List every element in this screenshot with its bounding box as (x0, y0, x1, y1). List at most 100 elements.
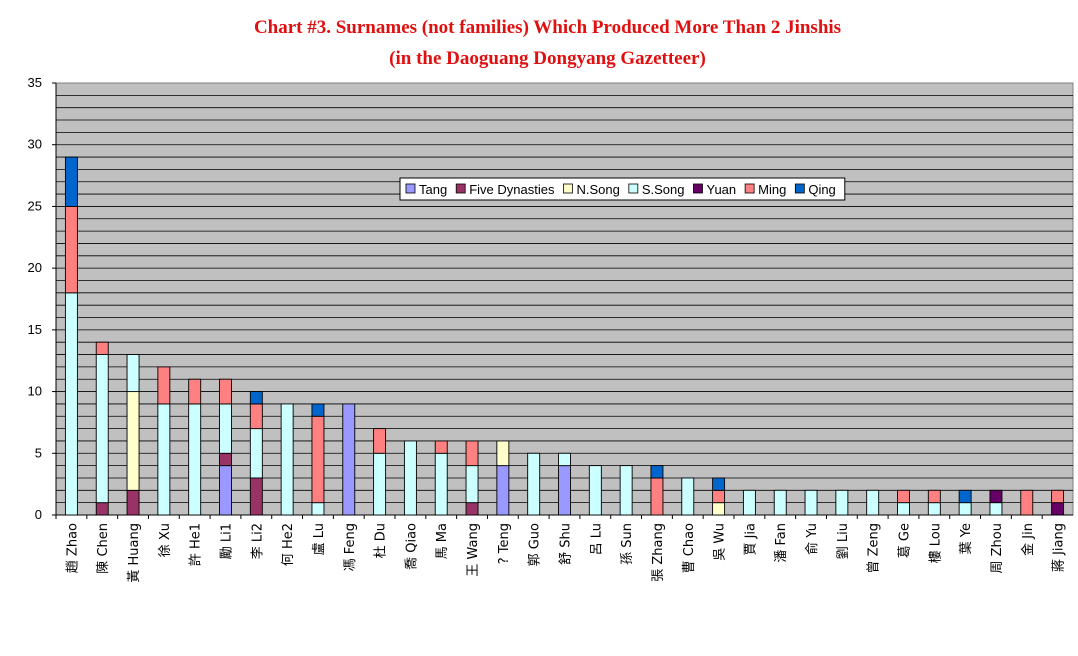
y-tick-label: 20 (28, 260, 42, 275)
bar-segment (126, 489, 140, 516)
bar-segment (249, 403, 263, 430)
bar-segment (835, 489, 849, 516)
bar-segment (1020, 489, 1034, 516)
x-tick-label: 呂 Lu (589, 523, 604, 555)
bar-segment (742, 489, 756, 516)
x-tick-label: 樓 Lou (928, 523, 943, 563)
x-tick-label: 金 Jin (1020, 523, 1036, 556)
plot-background (55, 82, 1074, 516)
bar-segment (95, 502, 109, 516)
x-tick-label: ? Teng (497, 523, 512, 564)
x-tick-label: 吳 Wu (713, 523, 728, 561)
x-tick-label: 趙 Zhao (64, 523, 80, 573)
bar-segment (157, 403, 171, 516)
legend-swatch (744, 183, 755, 194)
bar-segment (712, 489, 726, 504)
x-tick-label: 何 He2 (280, 523, 296, 566)
bar-segment (311, 415, 325, 504)
bars (64, 156, 1065, 516)
bar-segment (126, 354, 140, 393)
x-tick-label: 盧 Lu (312, 523, 327, 555)
bar-segment (311, 403, 325, 417)
bar-segment (157, 366, 171, 405)
x-tick-label: 賈 Jia (743, 523, 758, 556)
bar-segment (373, 452, 387, 516)
bar-segment (1051, 502, 1065, 516)
bar-segment (958, 502, 972, 516)
x-tick-label: 劉 Liu (836, 523, 851, 559)
bar-segment (64, 156, 78, 207)
bar-segment (373, 428, 387, 454)
bar-segment (465, 502, 479, 516)
bar-segment (927, 489, 941, 504)
x-tick-label: 喬 Qiao (403, 523, 419, 570)
x-tick-label: 蔣 Jiang (1052, 523, 1067, 572)
bar-segment (558, 465, 571, 516)
x-tick-label: 張 Zhang (651, 523, 666, 582)
y-tick-label: 25 (28, 198, 42, 213)
y-tick-label: 10 (28, 384, 42, 399)
bar-segment (219, 452, 232, 467)
bar-segment (64, 205, 78, 294)
bar-segment (95, 354, 109, 504)
x-tick-label: 曹 Chao (682, 523, 697, 573)
x-tick-label: 俞 Yu (804, 523, 820, 555)
chart-title: Chart #3. Surnames (not families) Which … (253, 17, 842, 38)
bar-segment (434, 452, 448, 516)
y-tick-label: 5 (35, 445, 42, 460)
bar-segment (434, 440, 448, 454)
legend-swatch (563, 183, 573, 194)
bar-segment (280, 403, 294, 516)
bar-segment (219, 403, 232, 454)
bar-segment (311, 502, 325, 516)
legend-box (399, 177, 846, 201)
x-tick-label: 葉 Ye (959, 523, 974, 554)
legend-label: S.Song (642, 182, 685, 197)
bar-segment (64, 292, 78, 516)
bar-segment (897, 502, 910, 516)
bar-segment (681, 477, 695, 516)
x-tick-label: 許 He1 (189, 523, 204, 566)
x-tick-label: 郭 Guo (527, 523, 543, 566)
bar-segment (465, 440, 479, 467)
bar-segment (773, 489, 787, 516)
bar-segment (496, 440, 510, 467)
y-tick-label: 30 (28, 137, 42, 152)
bar-segment (403, 440, 417, 516)
x-tick-label: 周 Zhou (990, 523, 1005, 573)
bar-segment (496, 465, 510, 516)
bar-segment (188, 403, 202, 516)
legend-swatch (693, 183, 703, 194)
bar-segment (866, 489, 880, 516)
bar-segment (465, 465, 479, 504)
bar-segment (619, 465, 633, 516)
bar-segment (558, 452, 571, 467)
legend-label: N.Song (576, 182, 619, 197)
y-tick-label: 15 (28, 322, 42, 337)
bar-segment (650, 465, 664, 479)
chart-subtitle: (in the Daoguang Dongyang Gazetteer) (389, 48, 706, 69)
x-tick-label: 舒 Shu (559, 523, 574, 565)
legend-label: Ming (758, 182, 786, 197)
x-axis: 趙 Zhao 陳 Chen 黃 Huang 徐 Xu 許 He1 勵 Li1 李 Li2 何 … (55, 515, 1067, 583)
bar-segment (126, 391, 140, 491)
legend-swatch (455, 183, 466, 194)
bar-segment (650, 477, 664, 516)
legend-label: Five Dynasties (469, 182, 555, 197)
bar-segment (1051, 489, 1065, 504)
x-tick-label: 徐 Xu (158, 523, 173, 557)
bar-segment (188, 378, 202, 405)
x-tick-label: 孫 Sun (620, 523, 635, 565)
legend-swatch (405, 183, 416, 194)
bar-segment (712, 477, 726, 491)
legend: Tang Five Dynasties N.Song S.Song Yuan Ming Qi… (399, 177, 846, 201)
bar-segment (219, 465, 232, 516)
x-tick-label: 李 Li2 (250, 523, 265, 559)
legend-swatch (628, 183, 639, 194)
legend-label: Tang (419, 182, 447, 197)
x-tick-label: 王 Wang (466, 523, 481, 577)
bar-segment (989, 489, 1003, 504)
legend-label: Yuan (706, 182, 736, 197)
bar-segment (712, 502, 726, 516)
